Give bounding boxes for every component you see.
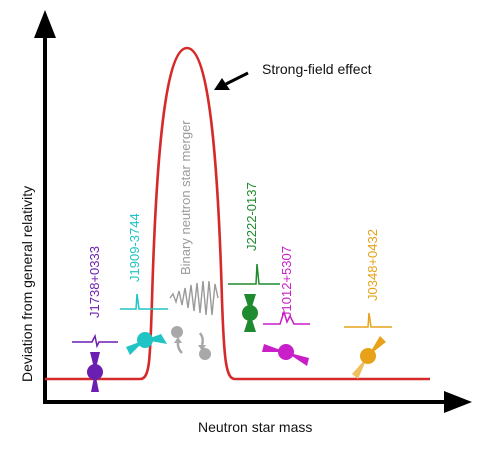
pulsar-j0348-star [360,348,376,364]
pulsar-j1738-beam-bottom [91,372,99,392]
pulsar-j1738: J1738+0333 [72,246,118,392]
pulsar-j2222-star [242,305,258,321]
axes [34,10,472,413]
orbit-arrow-upper [198,332,204,346]
strong-field-label: Strong-field effect [262,61,372,77]
y-axis-label: Deviation from general relativity [19,186,35,382]
x-axis-label: Neutron star mass [198,419,312,435]
pulsar-j2222-beam-bottom [244,313,256,332]
pulsar-j1738-label: J1738+0333 [87,246,102,318]
y-axis-arrowhead-icon [34,10,56,38]
pulsar-j1012-label: J1012+5307 [279,246,294,318]
waveform-icon [169,280,219,316]
pulsar-j1909-label: J1909-3744 [127,213,142,282]
deviation-curve [45,46,430,381]
merger-label: Binary neutron star merger [178,120,193,275]
merger-star-a [171,326,183,338]
pulsar-j1012-profile [263,309,310,325]
pulsar-j1738-profile [72,333,118,349]
pulsar-j2222-label: J2222-0137 [244,182,259,251]
pulsar-j2222-profile [228,263,280,285]
pulsar-j1738-beam-top [90,352,100,372]
pulsar-j1909-profile [120,293,168,310]
pulsar-j1738-star [87,364,103,380]
orbit-arrowhead-lower [174,337,182,343]
pulsar-j1909-star [137,332,153,348]
pulsar-j0348: J0348+0432 [344,229,392,379]
orbit-arrowhead-upper [198,345,206,351]
pulsar-j2222-beam-top [244,294,256,313]
pulsar-j1012-star [278,344,294,360]
pulsar-j0348-profile [344,312,392,328]
orbit-icon [171,326,211,360]
pulsar-j2222: J2222-0137 [228,182,280,332]
pulsar-j1909-beam-right [145,334,167,344]
arrow-icon [214,78,230,90]
orbit-arrow-lower [176,341,183,354]
pulsar-j1012: J1012+5307 [262,246,310,366]
strong-field-annotation: Strong-field effect [214,61,372,90]
pulsar-j0348-label: J0348+0432 [365,229,380,301]
merger-star-b [199,348,211,360]
strong-field-arrow-line [225,71,249,86]
x-axis-arrowhead-icon [444,391,472,413]
pulsar-j1909: J1909-3744 [120,213,168,355]
